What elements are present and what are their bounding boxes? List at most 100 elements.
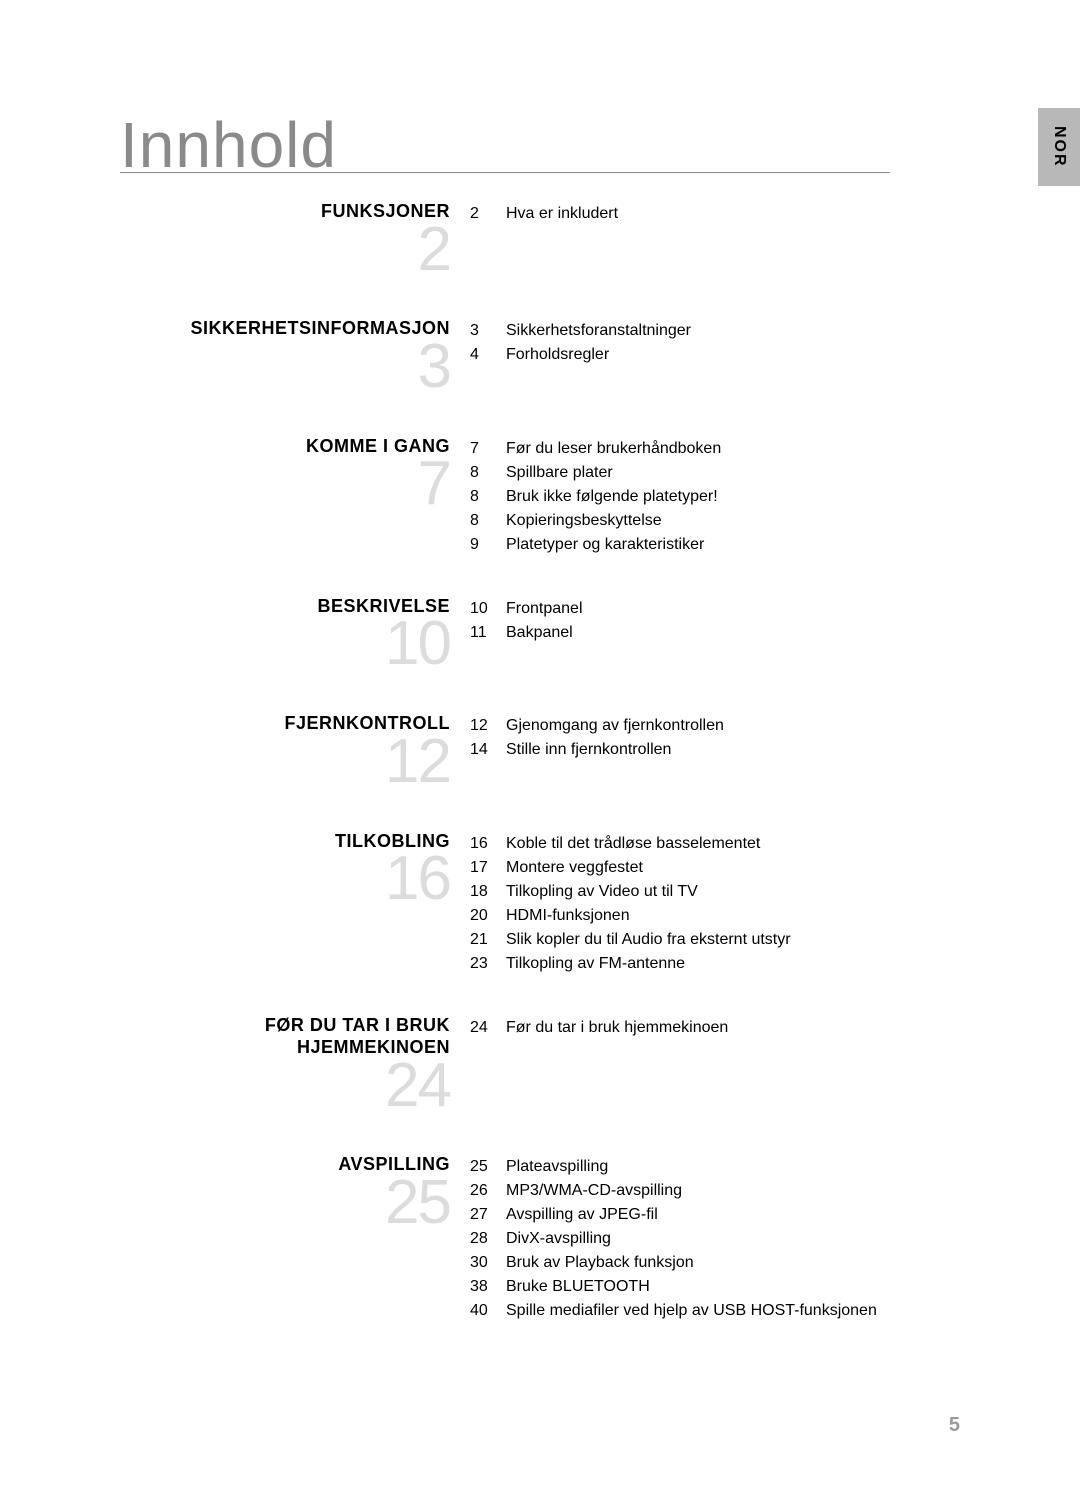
item-label: Før du tar i bruk hjemmekinoen [506, 1016, 960, 1040]
toc-item: 40Spille mediafiler ved hjelp av USB HOS… [470, 1299, 960, 1323]
item-page: 4 [470, 343, 506, 367]
section-start-page: 10 [120, 615, 450, 674]
item-page: 40 [470, 1299, 506, 1323]
item-page: 20 [470, 904, 506, 928]
section-items: 7Før du leser brukerhåndboken 8Spillbare… [470, 435, 960, 557]
section-items: 12Gjenomgang av fjernkontrollen 14Stille… [470, 712, 960, 762]
item-label: Koble til det trådløse basselementet [506, 832, 960, 856]
toc-item: 20HDMI-funksjonen [470, 904, 960, 928]
item-label: Montere veggfestet [506, 856, 960, 880]
section-items: 3Sikkerhetsforanstaltninger 4Forholdsreg… [470, 317, 960, 367]
item-label: Gjenomgang av fjernkontrollen [506, 714, 960, 738]
toc-section: FJERNKONTROLL 12 12Gjenomgang av fjernko… [120, 712, 960, 791]
item-label: Platetyper og karakteristiker [506, 533, 960, 557]
toc-item: 38Bruke BLUETOOTH [470, 1275, 960, 1299]
item-label: Spille mediafiler ved hjelp av USB HOST-… [506, 1299, 960, 1323]
item-page: 24 [470, 1016, 506, 1040]
section-title: KOMME I GANG [120, 435, 450, 458]
item-page: 9 [470, 533, 506, 557]
item-label: Tilkopling av Video ut til TV [506, 880, 960, 904]
toc-item: 30Bruk av Playback funksjon [470, 1251, 960, 1275]
toc-item: 8Bruk ikke følgende platetyper! [470, 485, 960, 509]
section-start-page: 7 [120, 455, 450, 514]
item-page: 7 [470, 437, 506, 461]
item-page: 10 [470, 597, 506, 621]
toc-section: FØR DU TAR I BRUK HJEMMEKINOEN 24 24Før … [120, 1014, 960, 1116]
section-left: BESKRIVELSE 10 [120, 595, 470, 674]
section-left: FUNKSJONER 2 [120, 200, 470, 279]
item-label: Spillbare plater [506, 461, 960, 485]
toc-item: 8Kopieringsbeskyttelse [470, 509, 960, 533]
toc-item: 25Plateavspilling [470, 1155, 960, 1179]
language-tab-label: NOR [1050, 126, 1068, 168]
item-page: 28 [470, 1227, 506, 1251]
item-page: 17 [470, 856, 506, 880]
toc-item: 9Platetyper og karakteristiker [470, 533, 960, 557]
section-left: SIKKERHETSINFORMASJON 3 [120, 317, 470, 396]
toc-item: 24Før du tar i bruk hjemmekinoen [470, 1016, 960, 1040]
item-label: Plateavspilling [506, 1155, 960, 1179]
item-label: HDMI-funksjonen [506, 904, 960, 928]
item-page: 21 [470, 928, 506, 952]
item-label: MP3/WMA-CD-avspilling [506, 1179, 960, 1203]
item-label: Sikkerhetsforanstaltninger [506, 319, 960, 343]
section-items: 2 Hva er inkludert [470, 200, 960, 226]
section-start-page: 12 [120, 733, 450, 792]
section-left: KOMME I GANG 7 [120, 435, 470, 514]
section-items: 25Plateavspilling 26MP3/WMA-CD-avspillin… [470, 1153, 960, 1323]
page-number: 5 [949, 1414, 960, 1437]
item-page: 8 [470, 461, 506, 485]
toc-item: 17Montere veggfestet [470, 856, 960, 880]
toc-section: AVSPILLING 25 25Plateavspilling 26MP3/WM… [120, 1153, 960, 1323]
toc-item: 3Sikkerhetsforanstaltninger [470, 319, 960, 343]
toc-section: KOMME I GANG 7 7Før du leser brukerhåndb… [120, 435, 960, 557]
toc-item: 28DivX-avspilling [470, 1227, 960, 1251]
item-label: Bruk ikke følgende platetyper! [506, 485, 960, 509]
item-page: 25 [470, 1155, 506, 1179]
toc-section: SIKKERHETSINFORMASJON 3 3Sikkerhetsforan… [120, 317, 960, 396]
section-left: AVSPILLING 25 [120, 1153, 470, 1232]
toc-content: FUNKSJONER 2 2 Hva er inkludert SIKKERHE… [120, 200, 960, 1361]
toc-item: 26MP3/WMA-CD-avspilling [470, 1179, 960, 1203]
toc-item: 18Tilkopling av Video ut til TV [470, 880, 960, 904]
section-start-page: 16 [120, 850, 450, 909]
title-rule [120, 172, 890, 173]
language-tab: NOR [1038, 108, 1080, 186]
item-label: Bruk av Playback funksjon [506, 1251, 960, 1275]
toc-item: 16Koble til det trådløse basselementet [470, 832, 960, 856]
item-label: DivX-avspilling [506, 1227, 960, 1251]
item-page: 8 [470, 485, 506, 509]
item-page: 27 [470, 1203, 506, 1227]
item-page: 16 [470, 832, 506, 856]
page-title-wrap: Innhold [120, 108, 890, 182]
section-left: FØR DU TAR I BRUK HJEMMEKINOEN 24 [120, 1014, 470, 1116]
toc-item: 23Tilkopling av FM-antenne [470, 952, 960, 976]
item-label: Avspilling av JPEG-fil [506, 1203, 960, 1227]
toc-item: 4Forholdsregler [470, 343, 960, 367]
toc-item: 27Avspilling av JPEG-fil [470, 1203, 960, 1227]
toc-section: FUNKSJONER 2 2 Hva er inkludert [120, 200, 960, 279]
toc-section: BESKRIVELSE 10 10Frontpanel 11Bakpanel [120, 595, 960, 674]
item-page: 2 [470, 202, 506, 226]
section-title: FUNKSJONER [120, 200, 450, 223]
toc-item: 7Før du leser brukerhåndboken [470, 437, 960, 461]
item-label: Frontpanel [506, 597, 960, 621]
item-label: Forholdsregler [506, 343, 960, 367]
section-left: FJERNKONTROLL 12 [120, 712, 470, 791]
section-start-page: 24 [120, 1057, 450, 1116]
item-label: Tilkopling av FM-antenne [506, 952, 960, 976]
toc-item: 10Frontpanel [470, 597, 960, 621]
toc-item: 14Stille inn fjernkontrollen [470, 738, 960, 762]
item-page: 3 [470, 319, 506, 343]
toc-item: 12Gjenomgang av fjernkontrollen [470, 714, 960, 738]
toc-section: TILKOBLING 16 16Koble til det trådløse b… [120, 830, 960, 976]
item-label: Før du leser brukerhåndboken [506, 437, 960, 461]
item-page: 14 [470, 738, 506, 762]
item-label: Bakpanel [506, 621, 960, 645]
item-page: 18 [470, 880, 506, 904]
section-left: TILKOBLING 16 [120, 830, 470, 909]
section-items: 16Koble til det trådløse basselementet 1… [470, 830, 960, 976]
item-page: 23 [470, 952, 506, 976]
item-label: Stille inn fjernkontrollen [506, 738, 960, 762]
item-label: Slik kopler du til Audio fra eksternt ut… [506, 928, 960, 952]
